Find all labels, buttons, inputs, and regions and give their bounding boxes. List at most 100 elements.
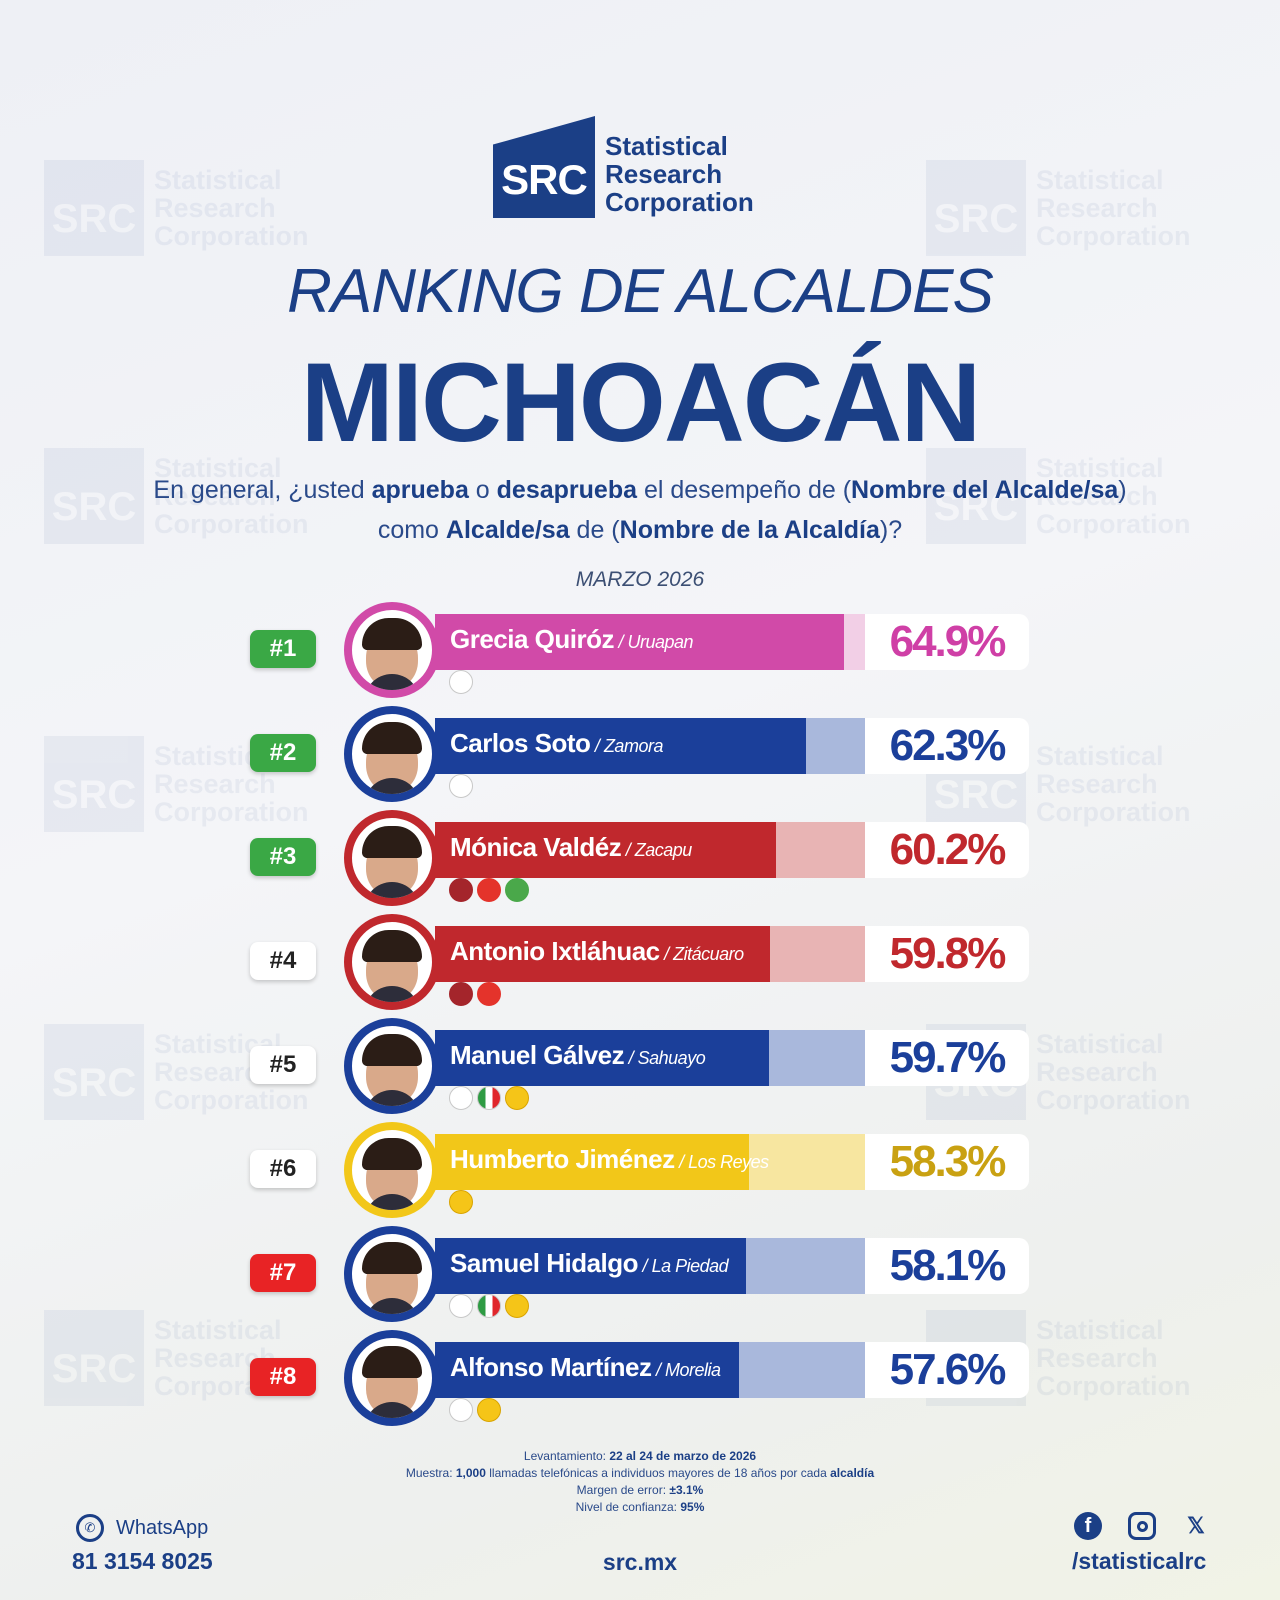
party-logo-icon: [477, 1086, 501, 1110]
bar-track: [435, 926, 865, 982]
ranking-row: #1 Grecia Quiróz / Uruapan 64.9%: [0, 600, 1280, 700]
mayor-name-text: Manuel Gálvez: [450, 1040, 625, 1070]
party-logos: [449, 878, 529, 902]
ranking-row: #8 Alfonso Martínez / Morelia 57.6%: [0, 1328, 1280, 1428]
party-logo-icon: [505, 878, 529, 902]
ranking-row: #5 Manuel Gálvez / Sahuayo 59.7%: [0, 1016, 1280, 1116]
party-logo-icon: [505, 1086, 529, 1110]
src-logo-mark: SRC: [493, 116, 595, 218]
rank-badge: #6: [250, 1150, 316, 1188]
approval-value-label: 64.9%: [865, 614, 1029, 670]
mayor-name: Alfonso Martínez / Morelia: [450, 1352, 721, 1382]
party-logos: [449, 1086, 529, 1110]
mayor-name: Humberto Jiménez / Los Reyes: [450, 1144, 769, 1174]
social-handle[interactable]: /statisticalrc: [1072, 1548, 1207, 1574]
party-logo-icon: [449, 878, 473, 902]
party-logo-icon: [449, 1190, 473, 1214]
party-logos: [449, 670, 473, 694]
party-logo-icon: [477, 878, 501, 902]
mayor-name-text: Humberto Jiménez: [450, 1144, 675, 1174]
bar-track: [435, 614, 865, 670]
bar: [435, 1238, 747, 1294]
ranking-row: #7 Samuel Hidalgo / La Piedad 58.1%: [0, 1224, 1280, 1324]
municipality: Sahuayo: [637, 1048, 706, 1068]
mayor-name-text: Samuel Hidalgo: [450, 1248, 639, 1278]
mayor-photo: [344, 706, 440, 802]
bar: [435, 926, 771, 982]
approval-value-label: 59.7%: [865, 1030, 1029, 1086]
rank-badge: #8: [250, 1358, 316, 1396]
whatsapp-icon: ✆: [76, 1514, 104, 1542]
survey-question: En general, ¿usted aprueba o desaprueba …: [153, 476, 1127, 544]
phone-number[interactable]: 81 3154 8025: [72, 1548, 213, 1574]
ranking-row: #6 Humberto Jiménez / Los Reyes 58.3%: [0, 1120, 1280, 1220]
approval-value-label: 59.8%: [865, 926, 1029, 982]
party-logos: [449, 982, 501, 1006]
party-logo-icon: [477, 1294, 501, 1318]
bar: [435, 614, 844, 670]
municipality: Zitácuaro: [673, 944, 744, 964]
municipality: La Piedad: [651, 1256, 729, 1276]
whatsapp-label: WhatsApp: [116, 1516, 209, 1539]
party-logo-icon: [449, 774, 473, 798]
rank-badge: #4: [250, 942, 316, 980]
mayor-name: Grecia Quiróz / Uruapan: [450, 624, 694, 654]
whatsapp-contact[interactable]: ✆ WhatsApp: [76, 1514, 208, 1542]
ranking-row: #2 Carlos Soto / Zamora 62.3%: [0, 704, 1280, 804]
mayor-photo: [344, 914, 440, 1010]
mayor-name: Antonio Ixtláhuac / Zitácuaro: [450, 936, 744, 966]
municipality: Morelia: [664, 1360, 721, 1380]
mayor-name-text: Grecia Quiróz: [450, 624, 615, 654]
mayor-name: Samuel Hidalgo / La Piedad: [450, 1248, 729, 1278]
src-logo: SRC Statistical Research Corporation: [493, 116, 754, 218]
party-logos: [449, 1294, 529, 1318]
party-logos: [449, 1190, 473, 1214]
bar-track: [435, 1134, 865, 1190]
approval-value-label: 57.6%: [865, 1342, 1029, 1398]
survey-date: MARZO 2026: [575, 568, 705, 591]
ranking-row: #3 Mónica Valdéz / Zacapu 60.2%: [0, 808, 1280, 908]
bar-track: [435, 1238, 865, 1294]
mayor-name: Carlos Soto / Zamora: [450, 728, 663, 758]
mayor-photo: [344, 1330, 440, 1426]
src-logo-text: Statistical Research Corporation: [605, 131, 754, 217]
party-logo-icon: [477, 982, 501, 1006]
party-logo-icon: [449, 1398, 473, 1422]
rank-badge: #2: [250, 734, 316, 772]
party-logo-icon: [477, 1398, 501, 1422]
title-ranking: RANKING DE ALCALDES: [287, 257, 994, 326]
website-link[interactable]: src.mx: [602, 1549, 678, 1575]
rank-badge: #5: [250, 1046, 316, 1084]
mayor-name: Manuel Gálvez / Sahuayo: [450, 1040, 706, 1070]
ranking-row: #4 Antonio Ixtláhuac / Zitácuaro 59.8%: [0, 912, 1280, 1012]
bar-track: [435, 1030, 865, 1086]
mayor-photo: [344, 1122, 440, 1218]
mayor-photo: [344, 810, 440, 906]
party-logo-icon: [505, 1294, 529, 1318]
mayor-photo: [344, 602, 440, 698]
instagram-icon[interactable]: [1128, 1512, 1156, 1540]
party-logos: [449, 1398, 501, 1422]
approval-value-label: 58.1%: [865, 1238, 1029, 1294]
municipality: Uruapan: [627, 632, 694, 652]
bar: [435, 718, 807, 774]
bar-track: [435, 718, 865, 774]
facebook-icon[interactable]: f: [1074, 1512, 1102, 1540]
municipality: Los Reyes: [688, 1152, 769, 1172]
approval-value-label: 58.3%: [865, 1134, 1029, 1190]
bar-track: [435, 1342, 865, 1398]
rank-badge: #1: [250, 630, 316, 668]
mayor-name-text: Mónica Valdéz: [450, 832, 622, 862]
methodology-notes: Levantamiento: 22 al 24 de marzo de 2026…: [405, 1449, 875, 1514]
rank-badge: #3: [250, 838, 316, 876]
bar: [435, 822, 777, 878]
mayor-name-text: Antonio Ixtláhuac: [450, 936, 660, 966]
approval-value-label: 62.3%: [865, 718, 1029, 774]
mayor-name: Mónica Valdéz / Zacapu: [450, 832, 692, 862]
bar-track: [435, 822, 865, 878]
x-icon[interactable]: 𝕏: [1187, 1513, 1205, 1538]
